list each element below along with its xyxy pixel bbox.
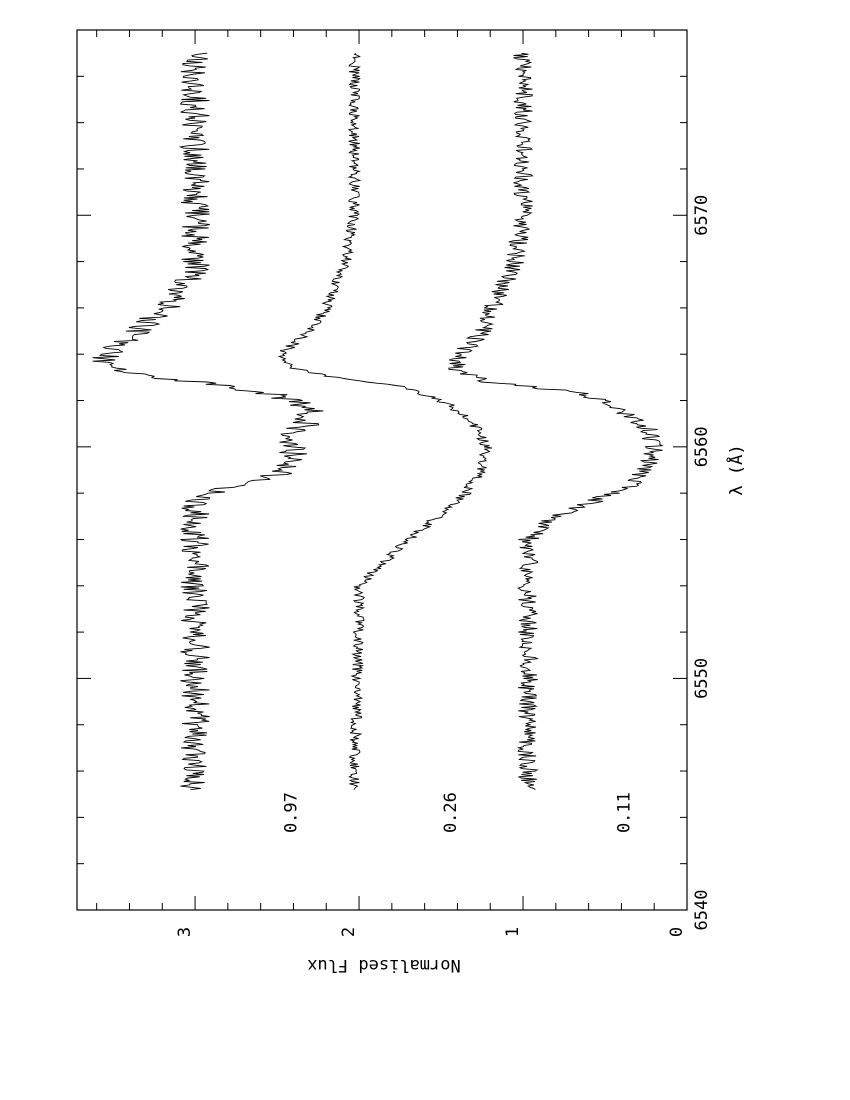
series-label: 0.97 [282, 792, 302, 833]
y-tick-label: 3 [175, 927, 195, 937]
x-tick-label: 6570 [692, 195, 712, 236]
series-line [448, 52, 664, 790]
x-tick-label: 6560 [692, 426, 712, 467]
y-tick-label: 1 [503, 927, 523, 937]
series-line [92, 52, 324, 791]
axis-ticks [77, 29, 688, 911]
y-tick-label: 0 [667, 927, 687, 937]
y-tick-label: 2 [339, 927, 359, 937]
x-tick-label: 6540 [692, 890, 712, 931]
y-axis-label: Normalised Flux [307, 955, 461, 975]
series-label: 0.11 [615, 792, 635, 833]
series-line [277, 52, 492, 790]
x-tick-label: 6550 [692, 658, 712, 699]
series-label: 0.26 [441, 792, 461, 833]
x-axis-label: λ (Å) [725, 444, 747, 495]
series-labels: 0.97 0.26 0.11 [282, 792, 635, 833]
plot-frame [76, 29, 688, 911]
tick-labels: 6540 6550 6560 6570 0 1 2 3 [175, 195, 712, 937]
series-lines [92, 52, 664, 791]
